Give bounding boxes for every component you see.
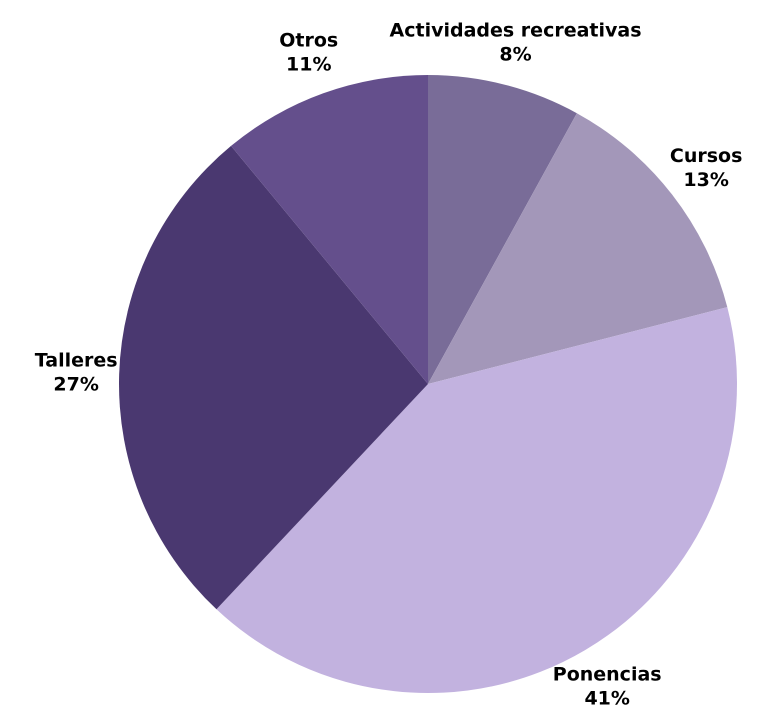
slice-value-label: 27% bbox=[53, 373, 98, 395]
pie-slice bbox=[428, 113, 728, 384]
pie-slice bbox=[216, 307, 737, 693]
slice-value-label: 8% bbox=[499, 44, 531, 66]
slice-label: Cursos bbox=[670, 145, 743, 167]
slice-label: Ponencias bbox=[553, 663, 662, 685]
pie-slice bbox=[231, 75, 428, 384]
slice-label: Talleres bbox=[35, 349, 118, 371]
slice-label: Otros bbox=[279, 29, 338, 51]
pie-slice bbox=[118, 145, 428, 610]
slice-value-label: 41% bbox=[584, 687, 629, 709]
slice-value-label: 13% bbox=[683, 169, 728, 191]
slice-value-label: 11% bbox=[286, 53, 331, 75]
pie-slice bbox=[428, 75, 577, 384]
slice-label: Actividades recreativas bbox=[390, 20, 642, 42]
